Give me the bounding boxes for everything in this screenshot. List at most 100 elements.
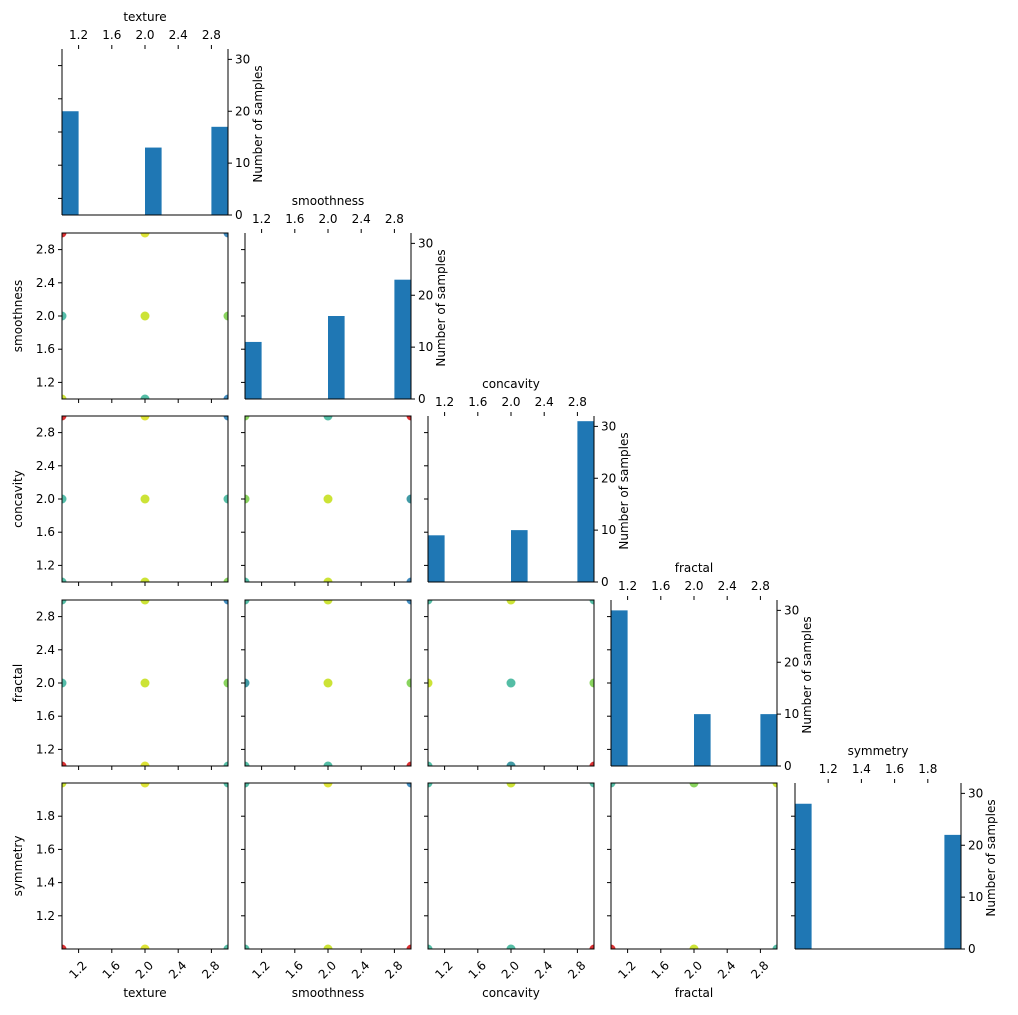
scatter-point <box>506 678 516 688</box>
top-x-tick-label: 2.8 <box>751 579 770 593</box>
x-tick-label: 1.6 <box>100 958 123 981</box>
x-tick-label: 1.2 <box>432 958 455 981</box>
top-x-tick-label: 1.6 <box>468 395 487 409</box>
scatter-point <box>223 783 228 788</box>
histogram-bar <box>394 279 411 399</box>
y-axis-label: fractal <box>11 664 25 703</box>
top-x-tick-label: 1.2 <box>435 395 454 409</box>
count-tick-label: 20 <box>418 288 433 302</box>
top-x-tick-label: 1.2 <box>618 579 637 593</box>
scatter-point <box>406 577 411 582</box>
top-x-tick-label: 2.8 <box>568 395 587 409</box>
count-tick-label: 30 <box>601 419 616 433</box>
scatter-point <box>62 678 67 688</box>
scatter-point <box>140 311 150 321</box>
count-tick-label: 20 <box>784 655 799 669</box>
scatter-cell-concavity-vs-smoothness <box>244 415 412 583</box>
x-axis-label: texture <box>123 986 166 1000</box>
y-axis-label: concavity <box>11 470 25 528</box>
x-tick-label: 2.0 <box>682 958 705 981</box>
count-tick-label: 20 <box>601 471 616 485</box>
scatter-point <box>406 761 411 766</box>
top-x-tick-label: 2.4 <box>535 395 554 409</box>
scatter-point <box>140 678 150 688</box>
scatter-points <box>62 416 228 582</box>
top-x-tick-label: 1.2 <box>69 28 88 42</box>
top-x-tick-label: 1.4 <box>852 762 871 776</box>
count-tick-label: 10 <box>968 890 983 904</box>
scatter-point <box>323 577 333 582</box>
top-x-tick-label: 2.0 <box>135 28 154 42</box>
y-tick-label: 1.2 <box>36 742 55 756</box>
scatter-point <box>428 761 433 766</box>
y-tick-label: 2.8 <box>36 243 55 257</box>
scatter-point <box>245 761 250 766</box>
scatter-point <box>140 394 150 399</box>
scatter-cell-fractal-vs-concavity <box>427 599 595 767</box>
scatter-point <box>589 783 594 788</box>
scatter-point <box>245 577 250 582</box>
scatter-cell-concavity-vs-texture <box>61 415 229 583</box>
scatter-point <box>223 394 228 399</box>
scatter-point <box>62 600 67 605</box>
histogram-title: symmetry <box>848 744 909 758</box>
histogram-bar <box>944 834 961 949</box>
histogram-bar <box>577 421 594 582</box>
count-tick-label: 10 <box>784 707 799 721</box>
count-tick-label: 30 <box>784 603 799 617</box>
x-tick-label: 2.0 <box>316 958 339 981</box>
y-tick-label: 2.8 <box>36 610 55 624</box>
scatter-point <box>140 944 150 949</box>
scatter-point <box>689 783 699 788</box>
scatter-points <box>62 783 228 949</box>
top-x-tick-label: 2.0 <box>318 212 337 226</box>
scatter-points <box>245 416 411 582</box>
scatter-point <box>140 761 150 766</box>
x-tick-label: 2.0 <box>499 958 522 981</box>
scatter-point <box>223 944 228 949</box>
x-tick-label: 2.8 <box>565 958 588 981</box>
top-x-tick-label: 1.2 <box>252 212 271 226</box>
scatter-point <box>323 416 333 421</box>
scatter-point <box>506 944 516 949</box>
top-x-tick-label: 2.4 <box>169 28 188 42</box>
histogram-title: concavity <box>482 377 540 391</box>
scatter-point <box>223 311 228 321</box>
histogram-title: smoothness <box>292 194 364 208</box>
scatter-point <box>223 494 228 504</box>
x-axis-label: fractal <box>675 986 714 1000</box>
histogram-ylabel: Number of samples <box>617 432 631 549</box>
scatter-point <box>611 944 616 949</box>
scatter-point <box>62 311 67 321</box>
scatter-point <box>323 944 333 949</box>
count-tick-label: 30 <box>418 236 433 250</box>
y-tick-label: 2.4 <box>36 643 55 657</box>
scatter-point <box>245 416 250 421</box>
x-tick-label: 2.4 <box>166 958 189 981</box>
scatter-point <box>140 416 150 421</box>
scatter-point <box>323 600 333 605</box>
scatter-point <box>589 678 594 688</box>
scatter-frame <box>610 782 778 950</box>
scatter-cell-symmetry-vs-smoothness <box>244 782 412 950</box>
scatter-point <box>428 600 433 605</box>
count-tick-label: 10 <box>601 523 616 537</box>
histogram-bar <box>328 316 345 399</box>
scatter-point <box>506 761 516 766</box>
scatter-cell-symmetry-vs-concavity <box>427 782 595 950</box>
scatter-point <box>245 678 250 688</box>
scatter-point <box>689 944 699 949</box>
histogram-ylabel: Number of samples <box>251 65 265 182</box>
top-x-tick-label: 1.6 <box>651 579 670 593</box>
scatter-point <box>62 944 67 949</box>
y-tick-label: 1.4 <box>36 876 55 890</box>
y-tick-label: 1.6 <box>36 342 55 356</box>
scatter-point <box>506 600 516 605</box>
scatter-point <box>406 600 411 605</box>
scatter-point <box>140 233 150 238</box>
histogram-bar <box>62 111 79 215</box>
scatter-point <box>245 494 250 504</box>
scatter-point <box>428 944 433 949</box>
scatter-point <box>323 761 333 766</box>
